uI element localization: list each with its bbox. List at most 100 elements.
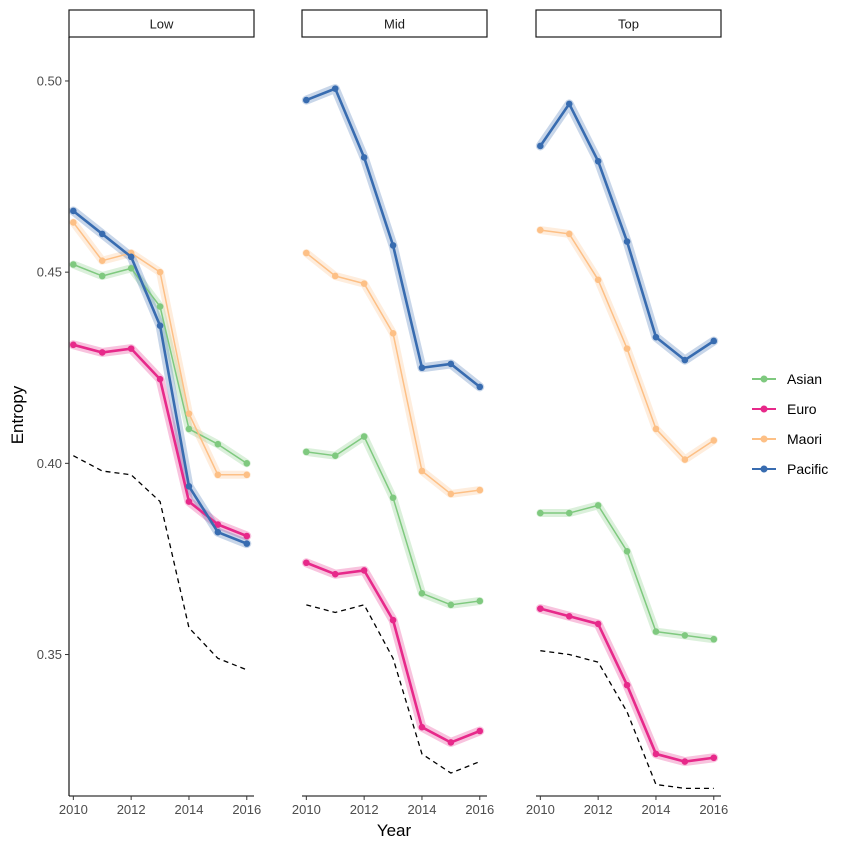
point-asian xyxy=(360,433,368,440)
legend-item-euro: Euro xyxy=(752,401,817,417)
confidence-bands xyxy=(68,84,719,767)
panel-strip xyxy=(535,9,722,38)
point-pacific xyxy=(98,230,106,238)
legend-label: Asian xyxy=(787,371,822,387)
point-euro xyxy=(447,739,455,746)
y-tick-label: 0.50 xyxy=(37,73,62,88)
point-euro xyxy=(214,521,222,528)
point-pacific xyxy=(70,207,77,215)
axes: 0.35 0.40 0.45 0.50 xyxy=(37,37,70,796)
legend-item-maori: Maori xyxy=(752,431,822,447)
band-euro xyxy=(301,558,485,747)
panel-strip xyxy=(301,9,488,38)
legend-key-point xyxy=(760,465,768,473)
point-euro xyxy=(303,559,310,567)
point-maori xyxy=(70,219,77,226)
legend-key-point xyxy=(760,435,768,443)
point-asian xyxy=(681,632,689,639)
point-maori xyxy=(681,456,689,463)
x-tick-label: 2014 xyxy=(408,802,437,817)
series-line-asian xyxy=(306,435,480,606)
point-euro xyxy=(127,345,135,352)
legend-item-pacific: Pacific xyxy=(752,461,828,477)
point-maori xyxy=(243,471,251,479)
point-euro xyxy=(710,754,718,762)
point-pacific xyxy=(185,482,193,490)
x-tick-label: 2016 xyxy=(699,802,728,817)
point-maori xyxy=(214,471,222,479)
y-axis-title: Entropy xyxy=(8,385,27,444)
point-euro xyxy=(623,681,631,689)
point-pacific xyxy=(623,238,631,245)
series-line-euro xyxy=(305,561,481,744)
series-line-asian xyxy=(73,263,248,464)
point-euro xyxy=(156,375,164,383)
point-maori xyxy=(537,226,544,234)
point-euro xyxy=(418,723,426,731)
point-pacific xyxy=(127,253,135,261)
point-maori xyxy=(710,437,718,444)
point-pacific xyxy=(537,142,544,150)
point-asian xyxy=(156,303,164,310)
point-euro xyxy=(185,498,193,505)
x-tick-label: 2012 xyxy=(584,802,613,817)
point-pacific xyxy=(681,356,689,364)
point-maori xyxy=(565,230,573,238)
point-asian xyxy=(70,261,77,268)
point-euro xyxy=(98,349,106,356)
point-euro xyxy=(389,616,397,624)
band-asian xyxy=(69,260,251,468)
panel-strip-label: Top xyxy=(618,17,639,32)
point-maori xyxy=(360,280,368,287)
point-asian xyxy=(447,601,455,609)
point-maori xyxy=(652,425,660,433)
point-euro xyxy=(537,605,544,612)
panel-top: Top 2010 2012 2014 2016 xyxy=(526,9,728,817)
panel-strip-label: Mid xyxy=(384,17,405,32)
legend-key-point xyxy=(760,405,768,413)
point-maori xyxy=(98,257,106,264)
point-pacific xyxy=(710,337,718,345)
point-asian xyxy=(418,590,426,597)
point-asian xyxy=(623,547,631,555)
legend-label: Pacific xyxy=(787,461,828,477)
point-asian xyxy=(652,628,660,635)
point-euro xyxy=(594,620,602,628)
point-maori xyxy=(185,410,193,417)
y-tick-label: 0.40 xyxy=(37,456,62,471)
point-maori xyxy=(331,272,339,280)
x-tick-label: 2012 xyxy=(350,802,379,817)
point-asian xyxy=(389,494,397,502)
x-tick-label: 2012 xyxy=(117,802,146,817)
x-tick-label: 2014 xyxy=(175,802,204,817)
point-euro xyxy=(681,758,689,765)
x-tick-label: 2014 xyxy=(642,802,671,817)
point-asian xyxy=(565,509,573,517)
point-asian xyxy=(594,502,602,509)
panel-strip xyxy=(68,9,255,38)
point-maori xyxy=(418,467,426,475)
point-pacific xyxy=(243,540,251,547)
y-tick-label: 0.35 xyxy=(37,647,62,662)
point-pacific xyxy=(565,100,573,108)
legend-label: Maori xyxy=(787,431,822,447)
panel-mid: Mid 2010 2012 2014 2016 xyxy=(292,9,494,817)
x-tick-label: 2010 xyxy=(59,802,88,817)
reference-line xyxy=(73,455,248,671)
point-euro xyxy=(565,612,573,620)
point-pacific xyxy=(303,96,310,104)
point-asian xyxy=(476,597,484,605)
point-maori xyxy=(594,276,602,284)
reference-line xyxy=(540,650,714,790)
point-euro xyxy=(476,727,484,735)
point-euro xyxy=(652,750,660,758)
point-pacific xyxy=(331,85,339,92)
point-maori xyxy=(156,268,164,276)
point-euro xyxy=(243,532,251,540)
point-maori xyxy=(476,486,484,494)
point-pacific xyxy=(360,154,368,161)
point-pacific xyxy=(447,360,455,368)
point-asian xyxy=(185,425,193,433)
